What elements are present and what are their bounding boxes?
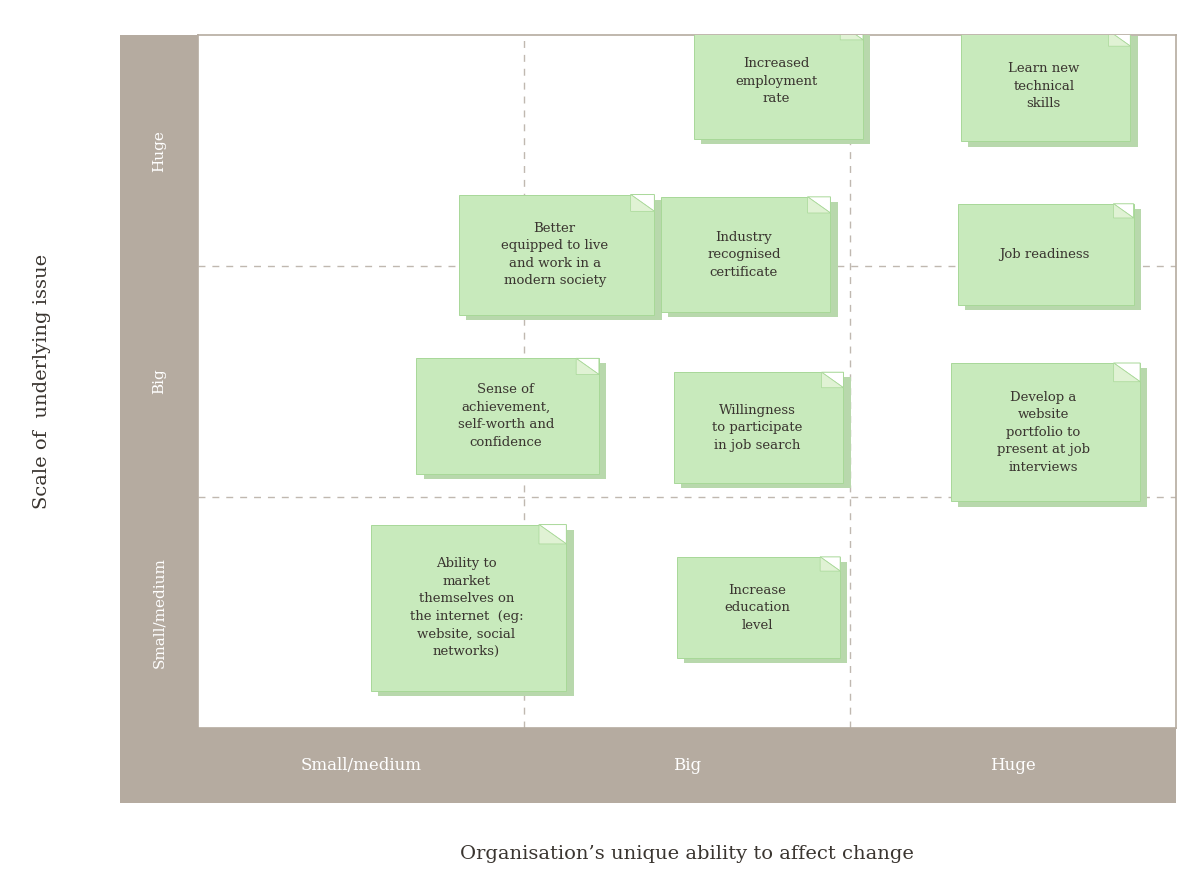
Text: Ability to
market
themselves on
the internet  (eg:
website, social
networks): Ability to market themselves on the inte… — [409, 557, 523, 658]
FancyBboxPatch shape — [668, 202, 838, 318]
Text: Big: Big — [152, 369, 166, 394]
Polygon shape — [808, 197, 830, 213]
FancyBboxPatch shape — [968, 36, 1138, 146]
Text: Learn new
technical
skills: Learn new technical skills — [1008, 62, 1080, 110]
FancyBboxPatch shape — [694, 24, 863, 139]
Polygon shape — [576, 358, 599, 375]
Polygon shape — [539, 525, 566, 544]
Polygon shape — [820, 557, 840, 571]
Polygon shape — [1114, 204, 1134, 218]
Text: Job readiness: Job readiness — [998, 248, 1090, 261]
Polygon shape — [808, 197, 830, 213]
Polygon shape — [822, 372, 844, 388]
FancyBboxPatch shape — [701, 29, 870, 145]
Text: Small/medium: Small/medium — [300, 757, 421, 774]
FancyBboxPatch shape — [965, 209, 1141, 310]
FancyBboxPatch shape — [466, 199, 661, 319]
Polygon shape — [576, 358, 599, 375]
Text: Industry
recognised
certificate: Industry recognised certificate — [707, 230, 781, 279]
Polygon shape — [840, 24, 863, 40]
Text: Huge: Huge — [152, 130, 166, 172]
Text: Sense of
achievement,
self-worth and
confidence: Sense of achievement, self-worth and con… — [457, 384, 554, 449]
Text: Scale of  underlying issue: Scale of underlying issue — [32, 254, 50, 509]
Polygon shape — [631, 195, 654, 212]
FancyBboxPatch shape — [677, 557, 840, 658]
Text: Big: Big — [673, 757, 701, 774]
FancyBboxPatch shape — [958, 204, 1134, 305]
FancyBboxPatch shape — [371, 525, 566, 691]
FancyBboxPatch shape — [682, 377, 851, 488]
Polygon shape — [1114, 363, 1140, 382]
Polygon shape — [1109, 31, 1130, 46]
Polygon shape — [820, 557, 840, 571]
Polygon shape — [822, 372, 844, 388]
Text: Huge: Huge — [990, 757, 1036, 774]
FancyBboxPatch shape — [952, 363, 1140, 502]
FancyBboxPatch shape — [416, 358, 599, 474]
FancyBboxPatch shape — [959, 368, 1147, 506]
FancyBboxPatch shape — [458, 195, 654, 315]
Text: Develop a
website
portfolio to
present at job
interviews: Develop a website portfolio to present a… — [997, 391, 1090, 474]
Text: Increase
education
level: Increase education level — [724, 584, 790, 632]
Text: Increased
employment
rate: Increased employment rate — [736, 57, 817, 106]
FancyBboxPatch shape — [674, 372, 844, 483]
Polygon shape — [1109, 31, 1130, 46]
Text: Better
equipped to live
and work in a
modern society: Better equipped to live and work in a mo… — [502, 221, 608, 288]
FancyBboxPatch shape — [424, 363, 606, 479]
Polygon shape — [1114, 363, 1140, 382]
FancyBboxPatch shape — [378, 529, 574, 696]
Polygon shape — [631, 195, 654, 212]
Polygon shape — [840, 24, 863, 40]
Text: Willingness
to participate
in job search: Willingness to participate in job search — [712, 404, 802, 452]
FancyBboxPatch shape — [661, 197, 830, 312]
Polygon shape — [539, 525, 566, 544]
Text: Organisation’s unique ability to affect change: Organisation’s unique ability to affect … — [460, 845, 914, 863]
Text: Small/medium: Small/medium — [152, 557, 166, 668]
FancyBboxPatch shape — [961, 31, 1130, 141]
Polygon shape — [1114, 204, 1134, 218]
FancyBboxPatch shape — [684, 562, 847, 663]
